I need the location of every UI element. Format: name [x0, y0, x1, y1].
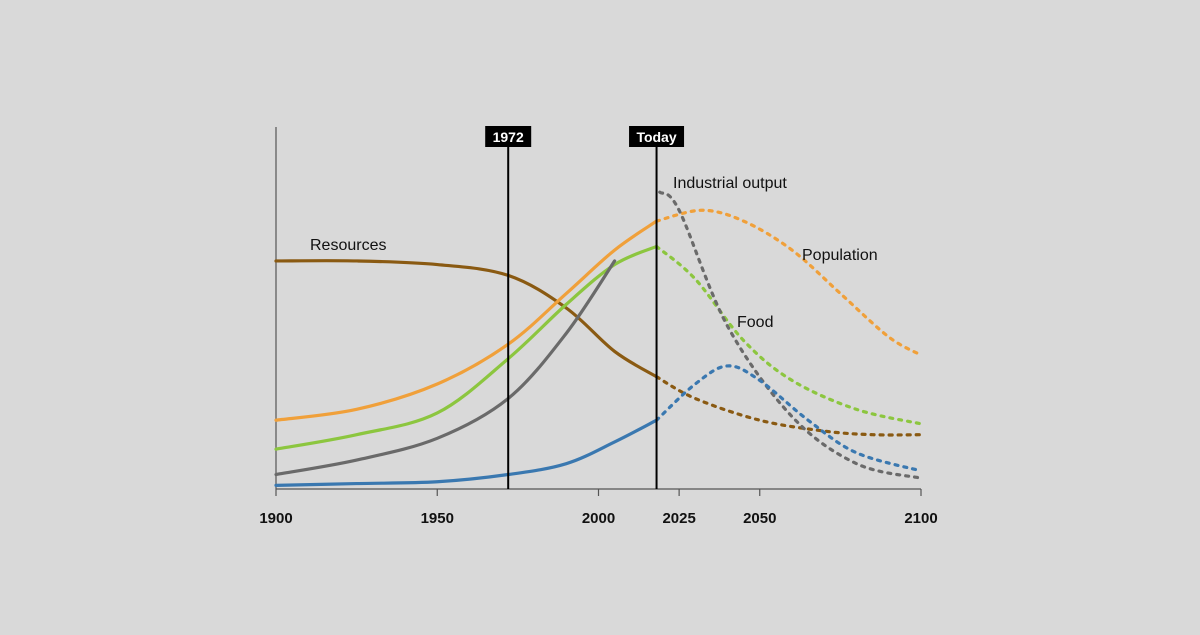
marker-label-today: Today [636, 129, 676, 145]
x-tick-label-2000: 2000 [582, 510, 615, 527]
series-line-food-projected [654, 244, 923, 426]
marker-badge-1972 [485, 126, 532, 147]
x-tick-label-1900: 1900 [259, 510, 292, 527]
series-line-series-5-projected [654, 364, 923, 473]
x-tick-label-2025: 2025 [662, 510, 695, 527]
series-label-industrial-output: Industrial output [673, 175, 787, 192]
series-layer [274, 190, 923, 487]
series-label-food: Food [737, 314, 773, 331]
x-tick-label-2050: 2050 [743, 510, 776, 527]
series-line-series-5-historical [274, 418, 659, 487]
label-layer: Resources Industrial output Population F… [310, 175, 878, 331]
marker-label-1972: 1972 [493, 129, 524, 145]
axes-layer: 1900 1950 2000 2025 2050 2100 [259, 127, 938, 527]
series-line-population-historical [274, 219, 659, 422]
series-label-population: Population [802, 247, 878, 264]
series-line-industrial-output-historical [274, 259, 617, 477]
series-label-resources: Resources [310, 237, 386, 254]
series-line-population-projected [654, 208, 923, 357]
series-line-industrial-output-projected [658, 190, 923, 480]
x-tick-label-2100: 2100 [904, 510, 937, 527]
marker-badge-today [629, 126, 685, 147]
series-line-resources-historical [274, 259, 659, 379]
x-tick-label-1950: 1950 [421, 510, 454, 527]
series-line-resources-projected [654, 375, 923, 437]
series-line-food-historical [274, 244, 659, 451]
marker-layer: 1972 Today [485, 126, 685, 489]
